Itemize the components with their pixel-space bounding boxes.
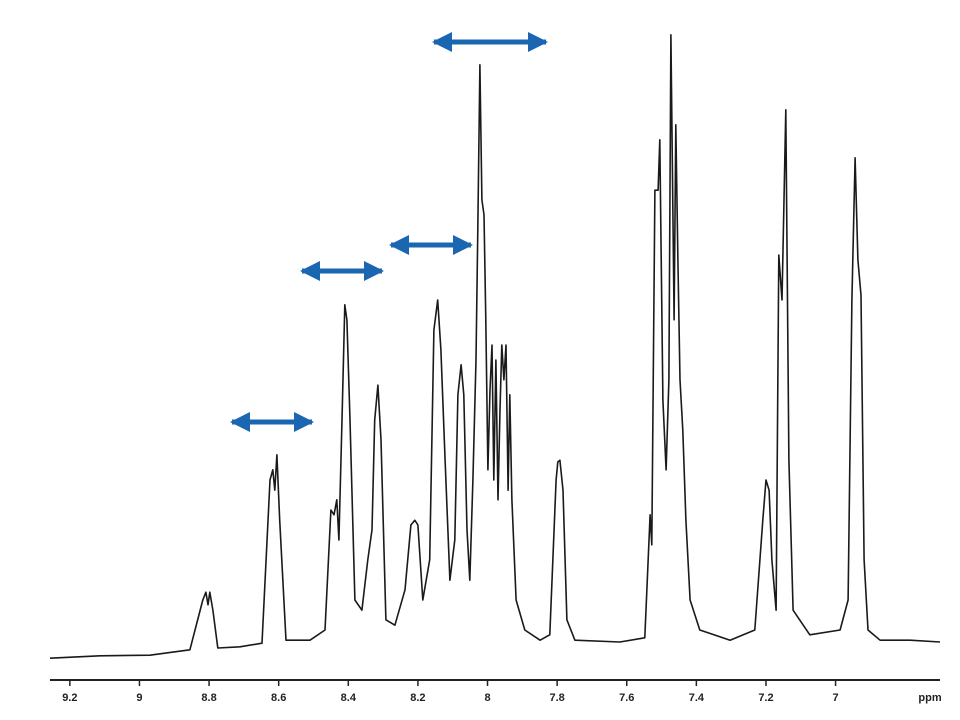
x-tick-label: 8.2 bbox=[410, 692, 425, 704]
x-tick-label: 9.2 bbox=[62, 692, 77, 704]
x-tick-label: 7.4 bbox=[689, 692, 705, 704]
x-tick-label: 8.6 bbox=[271, 692, 286, 704]
x-tick-label: 8.8 bbox=[201, 692, 216, 704]
x-tick-label: 7.2 bbox=[758, 692, 773, 704]
x-tick-label: 7.8 bbox=[549, 692, 564, 704]
x-tick-label: 9 bbox=[136, 692, 142, 704]
x-tick-label: 8 bbox=[484, 692, 490, 704]
x-tick-label: 8.4 bbox=[341, 692, 357, 704]
x-tick-label: 7 bbox=[833, 692, 839, 704]
annotation-arrows bbox=[230, 32, 548, 432]
x-axis-label: ppm bbox=[918, 692, 941, 704]
x-tick-label: 7.6 bbox=[619, 692, 634, 704]
spectrum-line bbox=[49, 34, 941, 659]
